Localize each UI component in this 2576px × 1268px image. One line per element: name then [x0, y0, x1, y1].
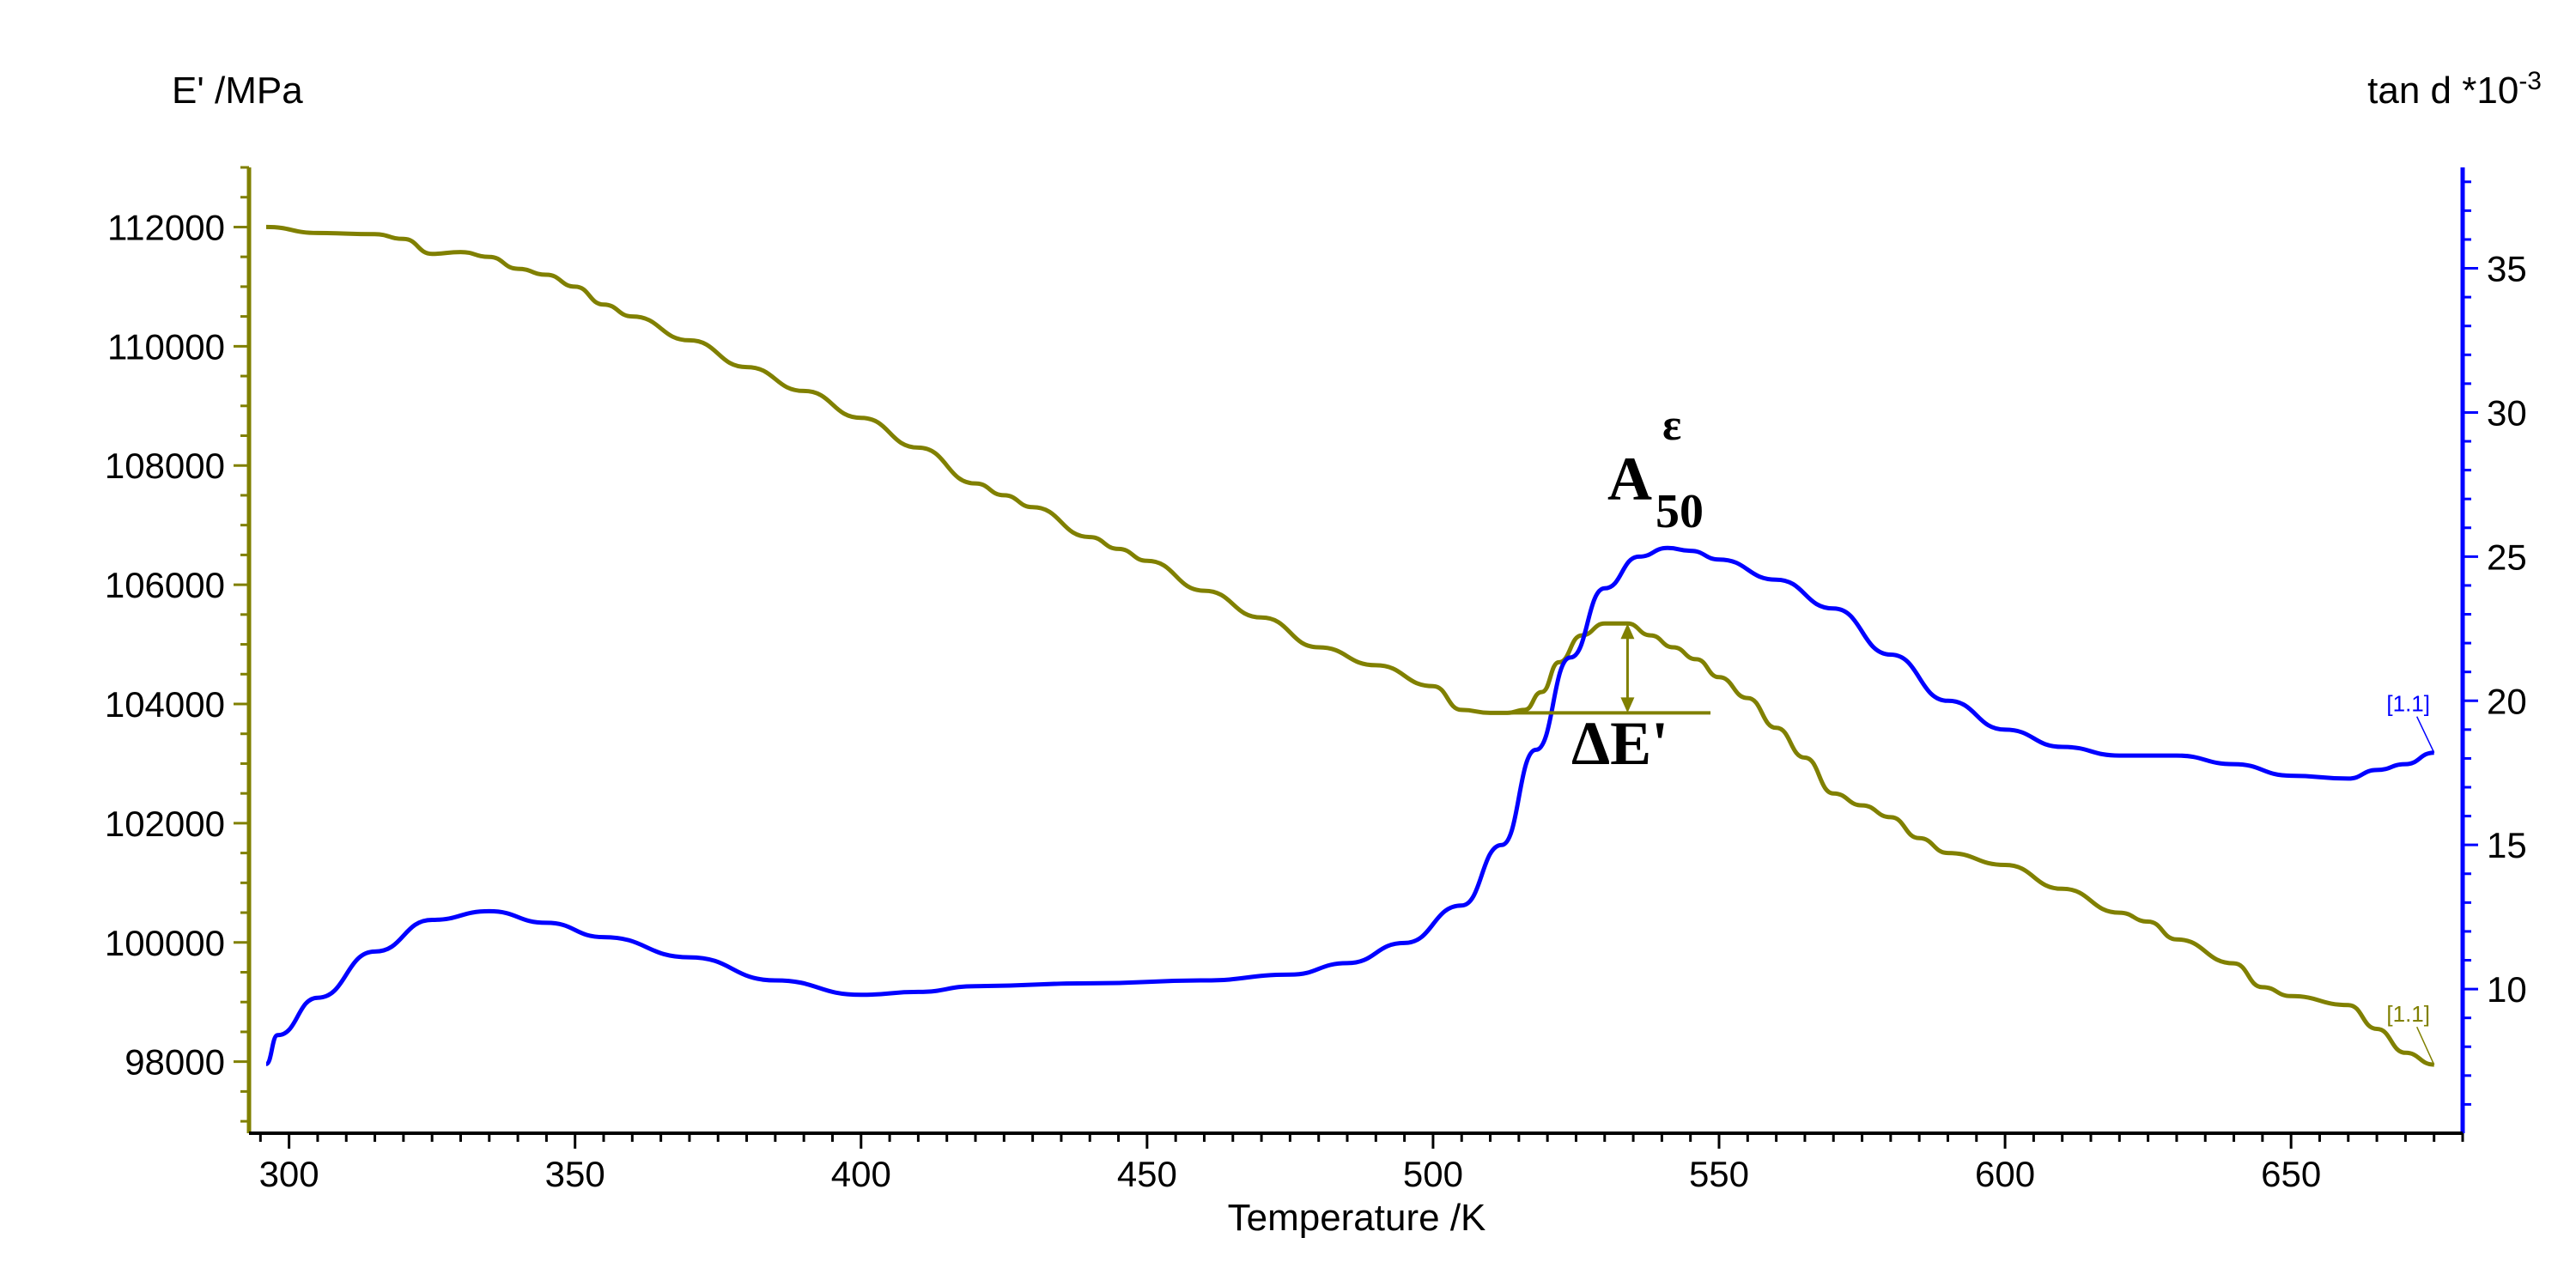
- x-tick-label: 550: [1689, 1154, 1749, 1194]
- x-tick-label: 650: [2261, 1154, 2321, 1194]
- delta-arrow-head-bottom: [1620, 697, 1635, 713]
- y-right-tick-label: 15: [2487, 825, 2527, 865]
- peak-annotation-subscript: 50: [1656, 485, 1704, 538]
- series-end-label-leader: [2416, 1026, 2435, 1065]
- x-tick-label: 600: [1975, 1154, 2035, 1194]
- y-axis-right-title-exponent: -3: [2518, 67, 2542, 95]
- storage-modulus-end-label: [1.1]: [2386, 1001, 2430, 1027]
- y-axis-left-title: E' /MPa: [172, 70, 303, 112]
- y-axis-right-title-base: tan d *10: [2367, 70, 2518, 112]
- y-left-tick-label: 110000: [107, 326, 225, 367]
- delta-e-annotation-label: ΔE': [1571, 709, 1668, 778]
- x-axis: 300 350 400 450 500 550 600 650: [249, 1131, 2464, 1194]
- storage-modulus-line: [265, 224, 2434, 1067]
- tan-delta-end-label: [1.1]: [2386, 691, 2430, 717]
- y-right-tick-label: 30: [2487, 392, 2527, 433]
- peak-annotation-letter: A: [1607, 445, 1652, 513]
- x-tick-label: 400: [831, 1154, 891, 1194]
- y-right-tick-label: 10: [2487, 969, 2527, 1010]
- y-left-tick-label: 100000: [105, 923, 225, 963]
- y-axis-right-title: tan d *10-3: [2367, 67, 2542, 112]
- peak-annotation-label: A50: [1607, 445, 1704, 538]
- y-right-tick-label: 25: [2487, 537, 2527, 577]
- series-layer: [1.1] [1.1]: [264, 224, 2435, 1067]
- x-axis-title: Temperature /K: [1228, 1197, 1486, 1239]
- delta-arrow-head-top: [1620, 623, 1635, 640]
- tan-delta-line: [264, 545, 2434, 1066]
- y-right-tick-label: 35: [2487, 249, 2527, 289]
- y-left-tick-label: 108000: [105, 446, 225, 486]
- y-left-tick-label: 112000: [107, 207, 225, 247]
- y-axis-right: 10 15 20 25 30 35: [2460, 167, 2527, 1133]
- y-axis-left: 98000 100000 102000 104000 106000 108000 11000…: [105, 166, 252, 1133]
- x-tick-label: 450: [1117, 1154, 1177, 1194]
- series-end-label-leader: [2416, 716, 2435, 754]
- peak-annotation-superscript: ε: [1662, 401, 1681, 450]
- y-left-tick-label: 106000: [105, 565, 225, 605]
- y-left-tick-label: 98000: [125, 1042, 225, 1083]
- x-tick-label: 300: [259, 1154, 319, 1194]
- y-left-tick-label: 104000: [105, 684, 225, 725]
- y-left-tick-label: 102000: [105, 804, 225, 844]
- x-tick-label: 500: [1403, 1154, 1463, 1194]
- x-tick-label: 350: [545, 1154, 605, 1194]
- annotation-layer: A50 ε ΔE': [1501, 401, 1711, 778]
- y-right-tick-label: 20: [2487, 681, 2527, 721]
